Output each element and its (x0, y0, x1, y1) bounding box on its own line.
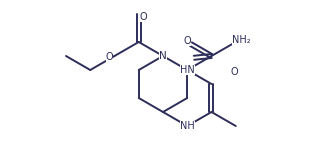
Text: O: O (230, 67, 238, 77)
Text: O: O (140, 12, 147, 22)
Text: NH₂: NH₂ (232, 35, 251, 45)
Text: O: O (106, 52, 113, 62)
Text: HN: HN (180, 65, 194, 75)
Text: O: O (183, 36, 191, 46)
Text: N: N (159, 51, 167, 61)
Text: NH: NH (180, 121, 194, 131)
